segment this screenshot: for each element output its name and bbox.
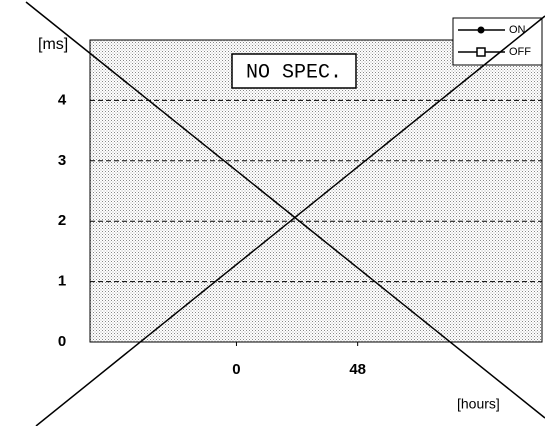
cross-line: [35, 15, 545, 426]
y-tick-label: 2: [58, 212, 66, 229]
annotation-box: [231, 53, 357, 89]
grid: [90, 99, 542, 346]
cross-line: [25, 1, 545, 419]
y-tick-label: 0: [58, 333, 66, 350]
annotation: NO SPEC.: [246, 61, 342, 84]
legend-label: OFF: [509, 46, 531, 58]
x-tick-label: 0: [232, 361, 240, 378]
y-tick-label: 4: [58, 91, 67, 108]
y-axis-label: [ms]: [38, 36, 68, 53]
plot-area: [89, 39, 543, 343]
x-axis-label: [hours]: [457, 396, 500, 412]
x-tick-label: 48: [349, 361, 366, 378]
legend-box: [452, 17, 543, 66]
legend: ON OFF: [458, 24, 531, 58]
y-tick-label: 3: [58, 152, 66, 169]
legend-marker: [477, 26, 485, 34]
legend-marker: [476, 47, 486, 57]
y-tick-label: 1: [58, 273, 66, 290]
legend-label: ON: [509, 24, 526, 36]
